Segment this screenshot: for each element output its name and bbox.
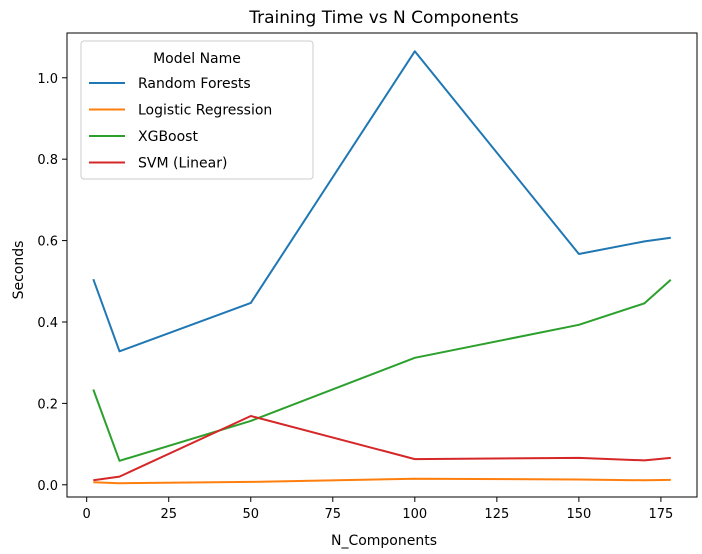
x-tick-label: 50 — [242, 507, 259, 522]
x-tick-label: 75 — [325, 507, 342, 522]
x-axis-label: N_Components — [331, 533, 437, 549]
chart-title: Training Time vs N Components — [248, 8, 519, 28]
x-axis: 0 25 50 75 100 125 150 175 — [83, 497, 673, 522]
x-tick-label: 125 — [484, 507, 509, 522]
series-line-xgboost — [92, 278, 672, 462]
y-tick-label: 0.8 — [37, 153, 58, 168]
x-tick-label: 100 — [402, 507, 427, 522]
y-tick-label: 1.0 — [37, 72, 58, 87]
y-tick-label: 0.0 — [37, 479, 58, 494]
legend-box — [80, 40, 314, 180]
x-tick-label: 25 — [160, 507, 177, 522]
y-tick-label: 0.4 — [37, 316, 58, 331]
legend-entry-label: XGBoost — [138, 129, 198, 145]
y-tick-label: 0.2 — [37, 397, 58, 412]
legend: Model Name Random Forests Logistic Regress… — [80, 40, 314, 180]
legend-title: Model Name — [153, 51, 241, 67]
plot-frame — [66, 32, 698, 498]
series-line-random-forests — [92, 50, 671, 353]
x-tick-label: 150 — [566, 507, 591, 522]
y-tick-label: 0.6 — [37, 235, 58, 250]
x-tick-label: 175 — [648, 507, 673, 522]
legend-entry-label: SVM (Linear) — [138, 156, 227, 172]
y-axis-label: Seconds — [11, 241, 27, 300]
plot-area — [66, 32, 698, 498]
legend-entry-label: Random Forests — [138, 76, 251, 92]
y-axis: 0.0 0.2 0.4 0.6 0.8 1.0 — [37, 72, 67, 494]
series-layer — [92, 50, 672, 485]
series-line-logistic-regression — [93, 477, 671, 485]
legend-entry-label: Logistic Regression — [138, 103, 272, 119]
series-line-svm-linear — [93, 415, 671, 482]
x-tick-label: 0 — [83, 507, 91, 522]
